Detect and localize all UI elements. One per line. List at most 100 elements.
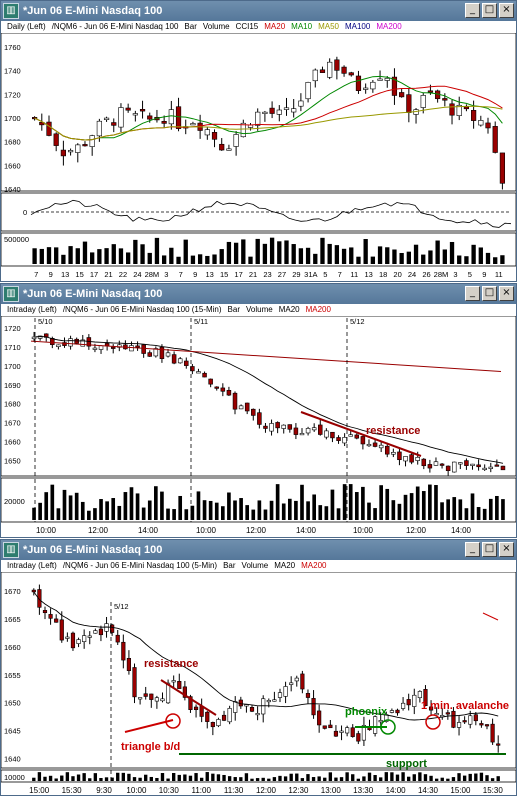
volume-bar [178, 495, 183, 520]
ma20-line [33, 336, 504, 464]
candle-body [255, 111, 261, 126]
candle-body [391, 76, 398, 96]
candle-body [251, 408, 256, 416]
x-tick-label: 28M [145, 270, 160, 279]
legend-item: MA50 [318, 22, 339, 31]
candle-body [496, 743, 501, 746]
intraday-5min-chart-area[interactable]: 1670 1665 1660 1655 1650 1645 1640 10000 5/12 res… [1, 572, 516, 795]
close-button[interactable]: × [499, 542, 514, 557]
volume-bar [99, 499, 103, 520]
candle-body [31, 589, 36, 593]
volume-bar [32, 248, 37, 264]
close-button[interactable]: × [499, 3, 514, 18]
y-tick-label: 1740 [4, 67, 21, 76]
volume-bar [97, 249, 102, 264]
candle-body [82, 635, 87, 643]
candle-body [500, 465, 506, 471]
legend-item: Volume [241, 561, 269, 570]
volume-bar [464, 256, 469, 264]
volume-bar [334, 245, 340, 264]
date-label: 5/12 [114, 602, 129, 611]
volume-bar [239, 498, 243, 520]
volume-bar [133, 239, 138, 264]
minimize-button[interactable]: _ [465, 542, 480, 557]
maximize-button[interactable]: □ [482, 542, 497, 557]
minimize-button[interactable]: _ [465, 286, 480, 301]
candle-body [433, 461, 439, 466]
candle-body [276, 109, 282, 115]
volume-bar [363, 239, 368, 264]
volume-bar [38, 502, 42, 520]
volume-bar [474, 773, 478, 781]
candle-body [439, 463, 445, 466]
intraday-5min-window[interactable]: ▥ *Jun 06 E-Mini Nasdaq 100 _ □ × Intrad… [0, 539, 517, 796]
candle-body [263, 425, 268, 429]
volume-bar [471, 244, 476, 264]
volume-bar [328, 772, 333, 781]
candle-body [210, 722, 215, 728]
candle-body [53, 133, 59, 146]
volume-bar [452, 497, 457, 520]
candle-body [257, 412, 262, 425]
window-titlebar[interactable]: ▥ *Jun 06 E-Mini Nasdaq 100 _ □ × [1, 284, 516, 304]
volume-bar [263, 509, 268, 520]
volume-bar [291, 244, 296, 264]
volume-bar [269, 237, 275, 264]
volume-bar [428, 484, 432, 520]
volume-bar [356, 778, 360, 781]
volume-bar [177, 774, 181, 781]
volume-bar [351, 774, 355, 781]
candle-body [406, 699, 411, 706]
candle-body [199, 706, 204, 717]
y-tick-label: 1680 [4, 400, 21, 409]
volume-bar [306, 501, 310, 520]
volume-bar [161, 255, 167, 264]
volume-bar [111, 498, 116, 520]
y-tick-label: 1700 [4, 362, 21, 371]
candle-body [141, 344, 146, 354]
candle-body [159, 346, 165, 359]
x-tick-label: 12:00 [256, 786, 277, 795]
close-button[interactable]: × [499, 286, 514, 301]
ma50-line [34, 105, 503, 141]
candle-body [211, 132, 218, 140]
candle-body [147, 352, 152, 357]
volume-bar [75, 248, 80, 264]
candle-body [277, 692, 283, 698]
volume-bar [166, 508, 170, 520]
x-tick-label: 10:00 [353, 526, 374, 535]
volume-bar [390, 772, 394, 781]
x-tick-label: 7 [338, 270, 342, 279]
intraday-15min-chart-area[interactable]: 1720 1710 1700 1690 1680 1670 1660 1650 20000 5/1… [1, 316, 516, 537]
candle-body [403, 456, 408, 462]
x-tick-label: 12:30 [288, 786, 309, 795]
maximize-button[interactable]: □ [482, 286, 497, 301]
volume-bar [345, 772, 349, 781]
window-titlebar[interactable]: ▥ *Jun 06 E-Mini Nasdaq 100 _ □ × [1, 1, 516, 21]
y-tick-label: 1670 [4, 419, 21, 428]
candle-body [87, 635, 92, 638]
candle-body [327, 61, 333, 78]
daily-chart-window[interactable]: ▥ *Jun 06 E-Mini Nasdaq 100 _ □ × Daily … [0, 0, 517, 282]
minimize-button[interactable]: _ [465, 3, 480, 18]
candle-body [98, 628, 104, 636]
window-titlebar[interactable]: ▥ *Jun 06 E-Mini Nasdaq 100 _ □ × [1, 540, 516, 560]
maximize-button[interactable]: □ [482, 3, 497, 18]
volume-bar [117, 505, 122, 520]
x-tick-label: 13 [61, 270, 69, 279]
x-tick-label: 20 [393, 270, 401, 279]
volume-bar [169, 247, 174, 264]
legend-item: Intraday (Left) [7, 561, 57, 570]
volume-bar [320, 237, 325, 264]
volume-bar [61, 254, 66, 264]
volume-bar [82, 773, 86, 781]
window-title: *Jun 06 E-Mini Nasdaq 100 [23, 5, 163, 17]
volume-bar [449, 241, 455, 264]
candle-body [92, 347, 98, 350]
volume-bar [342, 484, 347, 520]
y-tick-label: 1670 [4, 587, 21, 596]
intraday-15min-window[interactable]: ▥ *Jun 06 E-Mini Nasdaq 100 _ □ × Intrad… [0, 283, 517, 538]
candle-body [372, 442, 378, 447]
candle-body [269, 423, 274, 432]
